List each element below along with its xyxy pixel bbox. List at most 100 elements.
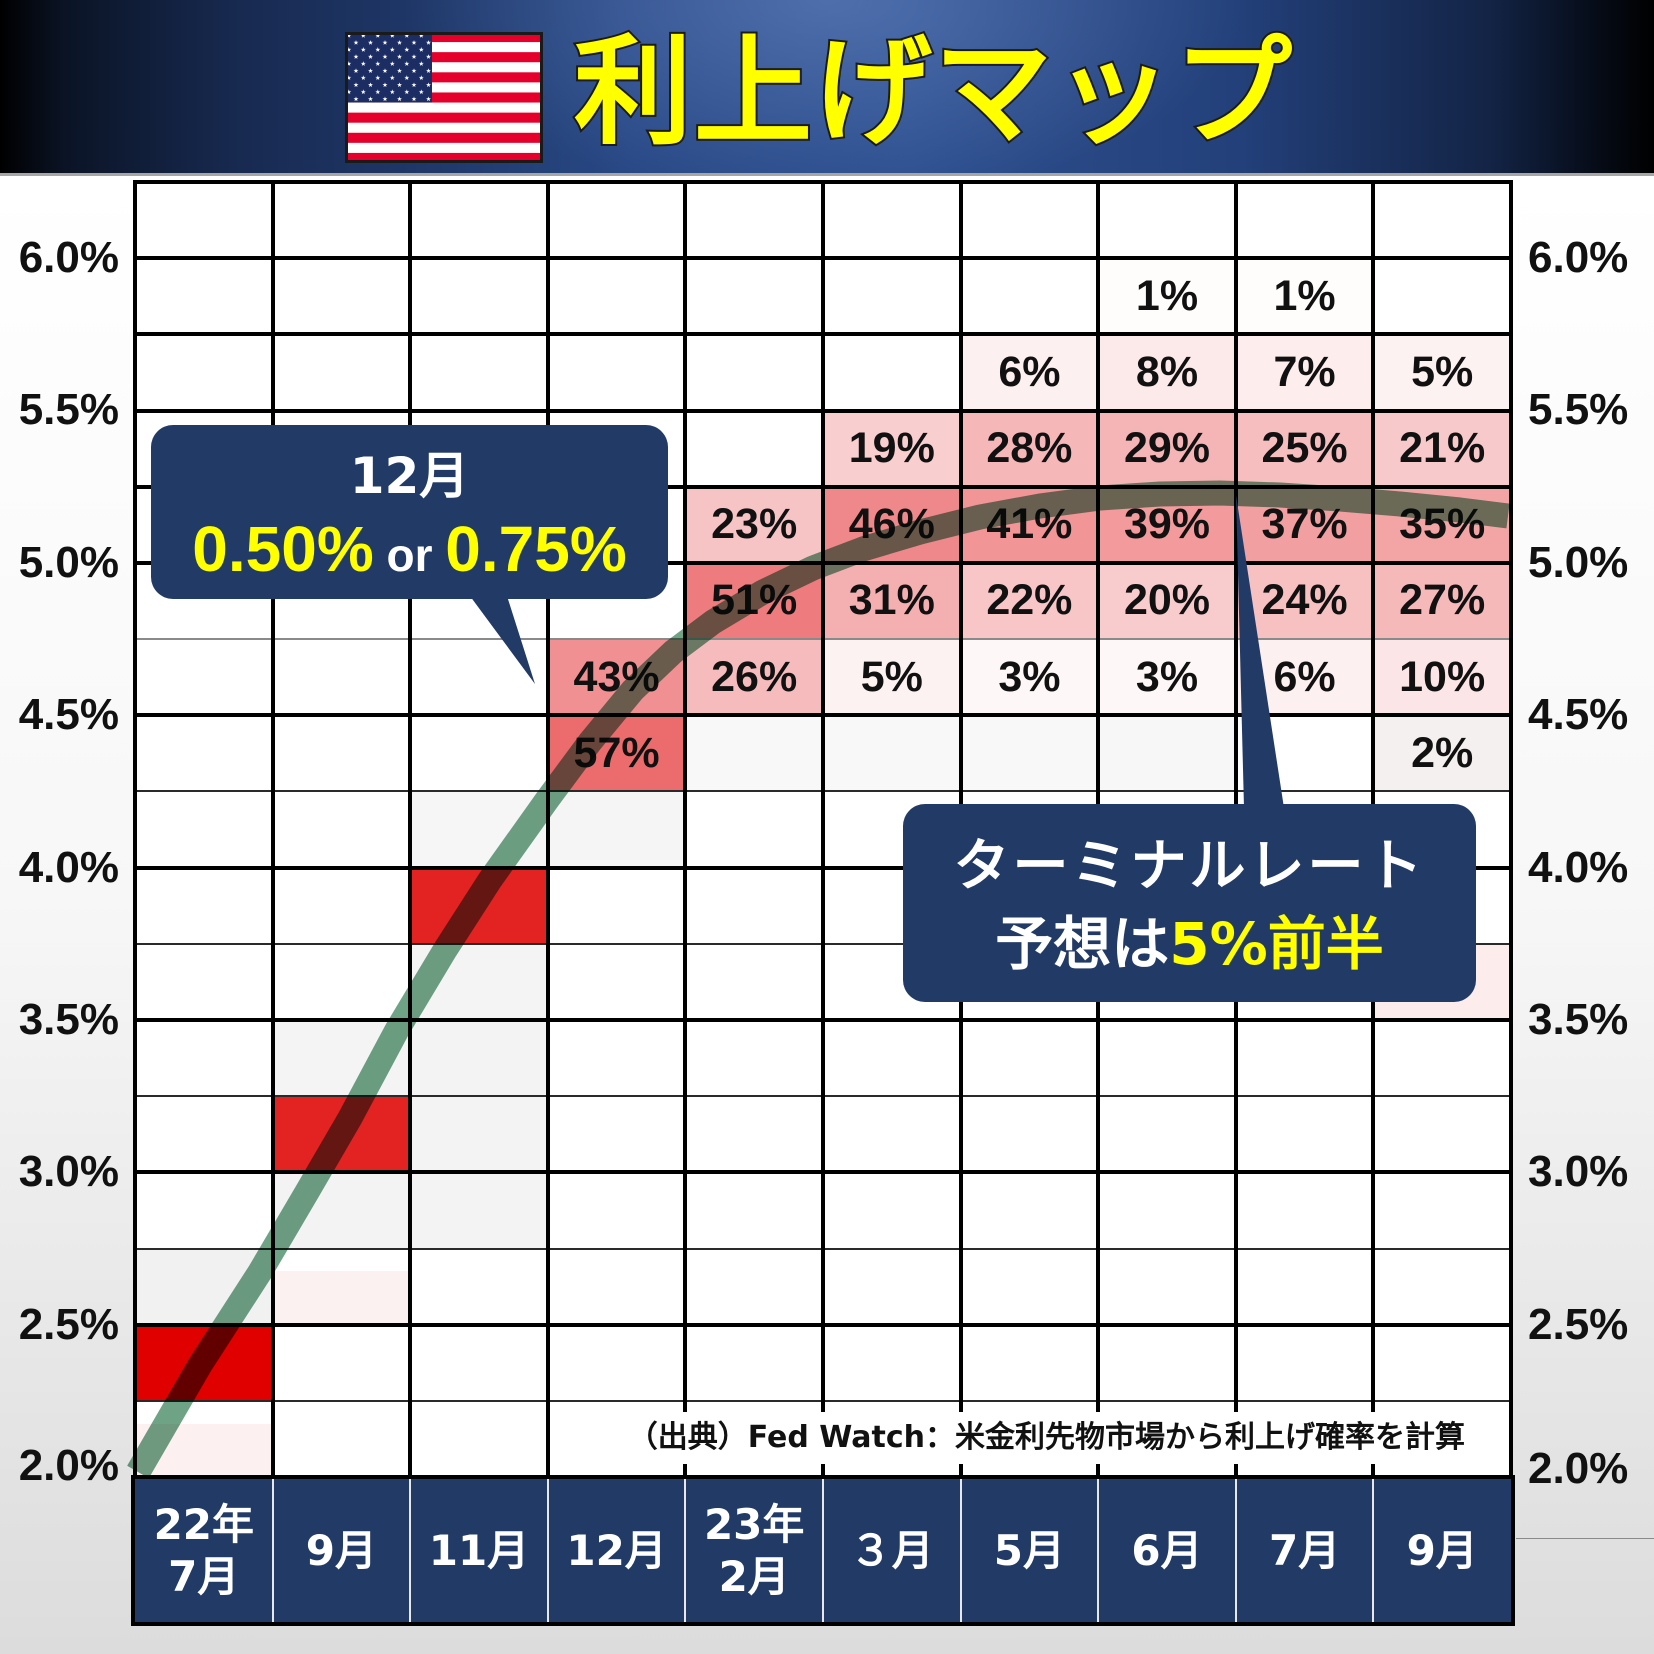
- probability-cell: 29%: [1098, 410, 1236, 487]
- probability-cell: 5%: [823, 639, 961, 716]
- probability-cell: 31%: [823, 562, 961, 640]
- page-title: 利上げマップ: [572, 21, 1295, 163]
- probability-cell: 27%: [1373, 562, 1511, 640]
- column-separator: [959, 1479, 962, 1622]
- probability-cell: 35%: [1373, 486, 1511, 563]
- shading-cell: [410, 1172, 548, 1249]
- shading-cell: [547, 791, 686, 868]
- probability-cell: 2%: [1373, 715, 1511, 792]
- x-axis-label: 5月: [993, 1525, 1065, 1575]
- terminal-rate-callout: ターミナルレート 予想は5%前半: [903, 804, 1476, 1002]
- probability-cell: 43%: [547, 639, 686, 716]
- y-axis-label-right: 2.5%: [1528, 1300, 1629, 1349]
- y-axis-label-left: 5.0%: [18, 538, 119, 587]
- probability-cell: 21%: [1373, 410, 1511, 487]
- x-axis-label: 7月: [1268, 1525, 1341, 1575]
- probability-cell: 1%: [1235, 258, 1374, 335]
- x-axis-label: 6月: [1131, 1525, 1203, 1575]
- shading-cell: [272, 1019, 411, 1097]
- gridline-vertical: [821, 180, 825, 1479]
- x-axis-label: 12月: [566, 1525, 667, 1575]
- shading-cell: [685, 715, 823, 792]
- column-separator: [684, 1479, 687, 1622]
- shading-cell: [410, 1096, 548, 1173]
- x-axis-label: 23年 2月: [703, 1499, 805, 1601]
- gridline-vertical: [270, 180, 275, 1479]
- gridline-vertical: [683, 180, 688, 1479]
- probability-cell: 51%: [685, 562, 823, 640]
- shading-cell: [135, 1423, 273, 1477]
- column-separator: [1097, 1479, 1100, 1622]
- y-axis-label-left: 3.0%: [18, 1147, 119, 1196]
- x-axis-label: 11月: [428, 1525, 530, 1575]
- option-050: 0.50%: [192, 513, 374, 585]
- december-callout-title: 12月: [349, 447, 470, 505]
- probability-cell: 20%: [1098, 562, 1236, 640]
- source-note: （出典）Fed Watch：米金利先物市場から利上げ確率を計算: [572, 1412, 1465, 1464]
- realized-rate-cell: [135, 1324, 273, 1401]
- y-axis-label-right: 4.5%: [1528, 690, 1629, 739]
- column-separator: [1372, 1479, 1375, 1622]
- probability-cell: 22%: [960, 562, 1099, 640]
- option-075: 0.75%: [445, 513, 627, 585]
- probability-cell: 3%: [960, 639, 1099, 716]
- decorative-line: [1516, 1538, 1654, 1539]
- probability-cell: 6%: [960, 334, 1099, 411]
- column-separator: [409, 1479, 412, 1622]
- probability-cell: 7%: [1235, 334, 1374, 411]
- column-separator: [1234, 1479, 1237, 1622]
- y-axis-label-left: 3.5%: [18, 995, 119, 1044]
- y-axis-label-right: 5.0%: [1528, 538, 1629, 587]
- x-axis-label: 22年 7月: [153, 1499, 255, 1601]
- probability-cell: 25%: [1235, 410, 1374, 487]
- terminal-rate-title: ターミナルレート: [953, 834, 1426, 899]
- probability-cell: 57%: [547, 715, 686, 792]
- probability-cell: 19%: [823, 410, 961, 487]
- us-flag-icon: [345, 32, 543, 163]
- probability-cell: 1%: [1098, 258, 1236, 335]
- probability-cell: 8%: [1098, 334, 1236, 411]
- y-axis-label-right: 4.0%: [1528, 843, 1629, 892]
- gridline-vertical: [545, 180, 550, 1479]
- column-separator: [546, 1479, 549, 1622]
- y-axis-label-left: 5.5%: [18, 385, 119, 434]
- forecast-prefix: 予想は: [995, 910, 1170, 978]
- shading-cell: [823, 715, 961, 792]
- shading-cell: [1098, 715, 1236, 792]
- probability-cell: 10%: [1373, 639, 1511, 716]
- gridline-vertical: [1509, 180, 1513, 1479]
- column-separator: [271, 1479, 274, 1622]
- december-callout: 12月 0.50% or 0.75%: [151, 425, 668, 599]
- gridline-vertical: [408, 180, 413, 1479]
- shading-cell: [410, 1019, 548, 1097]
- x-axis-label: ３月: [849, 1525, 934, 1575]
- shading-cell: [410, 791, 548, 868]
- shading-cell: [272, 1271, 411, 1325]
- x-axis-label: 9月: [1406, 1525, 1478, 1575]
- y-axis-label-right: 5.5%: [1528, 385, 1629, 434]
- probability-cell: 24%: [1235, 562, 1374, 640]
- y-axis-label-left: 2.5%: [18, 1300, 119, 1349]
- y-axis-label-right: 6.0%: [1528, 233, 1629, 282]
- x-axis-header: 22年 7月 9月 11月 12月 23年 2月 ３月 5月 6月 7月 9月: [135, 1479, 1511, 1622]
- probability-cell: 3%: [1098, 639, 1236, 716]
- gridline-vertical: [133, 180, 137, 1479]
- column-separator: [822, 1479, 824, 1622]
- y-axis-label-right: 2.0%: [1528, 1444, 1629, 1493]
- probability-cell: 23%: [685, 486, 823, 563]
- title-bar: 利上げマップ: [0, 0, 1654, 176]
- y-axis-label-left: 6.0%: [18, 233, 119, 282]
- probability-cell: 41%: [960, 486, 1099, 563]
- y-axis-label-left: 2.0%: [18, 1441, 119, 1490]
- probability-cell: 5%: [1373, 334, 1511, 411]
- shading-cell: [135, 1248, 273, 1325]
- shading-cell: [960, 715, 1099, 792]
- y-axis-label-right: 3.0%: [1528, 1147, 1629, 1196]
- probability-cell: 26%: [685, 639, 823, 716]
- y-axis-label-left: 4.5%: [18, 690, 119, 739]
- probability-cell: 6%: [1235, 639, 1374, 716]
- december-callout-options: 0.50% or 0.75%: [151, 511, 668, 604]
- forecast-highlight: 5%前半: [1169, 910, 1384, 978]
- option-connector: or: [373, 529, 446, 581]
